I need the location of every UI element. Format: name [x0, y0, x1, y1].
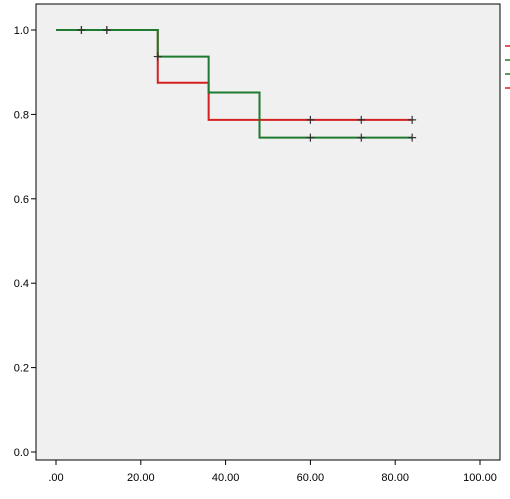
- y-tick-label: 1.0: [14, 25, 29, 37]
- y-tick-label: 0.6: [14, 194, 29, 206]
- x-tick-label: 100.00: [463, 472, 497, 484]
- y-tick-label: 0.2: [14, 363, 29, 375]
- x-tick-label: 40.00: [212, 472, 240, 484]
- legend: [505, 45, 510, 89]
- censor-mark: [77, 26, 86, 34]
- x-tick-label: 60.00: [297, 472, 325, 484]
- x-axis: .00 20.00 40.00 60.00 80.00 100.00: [48, 460, 497, 484]
- y-axis: 0.0 0.2 0.4 0.6 0.8 1.0: [14, 25, 36, 459]
- y-tick-label: 0.4: [14, 278, 29, 290]
- x-tick-label: .00: [48, 472, 63, 484]
- x-tick-label: 80.00: [381, 472, 409, 484]
- censor-mark: [357, 115, 366, 124]
- plot-area: [35, 3, 501, 461]
- censor-mark: [102, 26, 111, 34]
- censor-mark: [306, 115, 315, 124]
- censor-mark: [153, 52, 162, 61]
- censor-mark: [408, 133, 417, 142]
- y-tick-label: 0.0: [14, 447, 29, 459]
- censor-mark: [408, 115, 417, 124]
- censor-mark: [306, 133, 315, 142]
- series-line-2: [56, 29, 413, 139]
- y-tick-label: 0.8: [14, 109, 29, 121]
- censor-mark: [357, 133, 366, 142]
- series-layer: [56, 26, 417, 142]
- x-tick-label: 20.00: [127, 472, 155, 484]
